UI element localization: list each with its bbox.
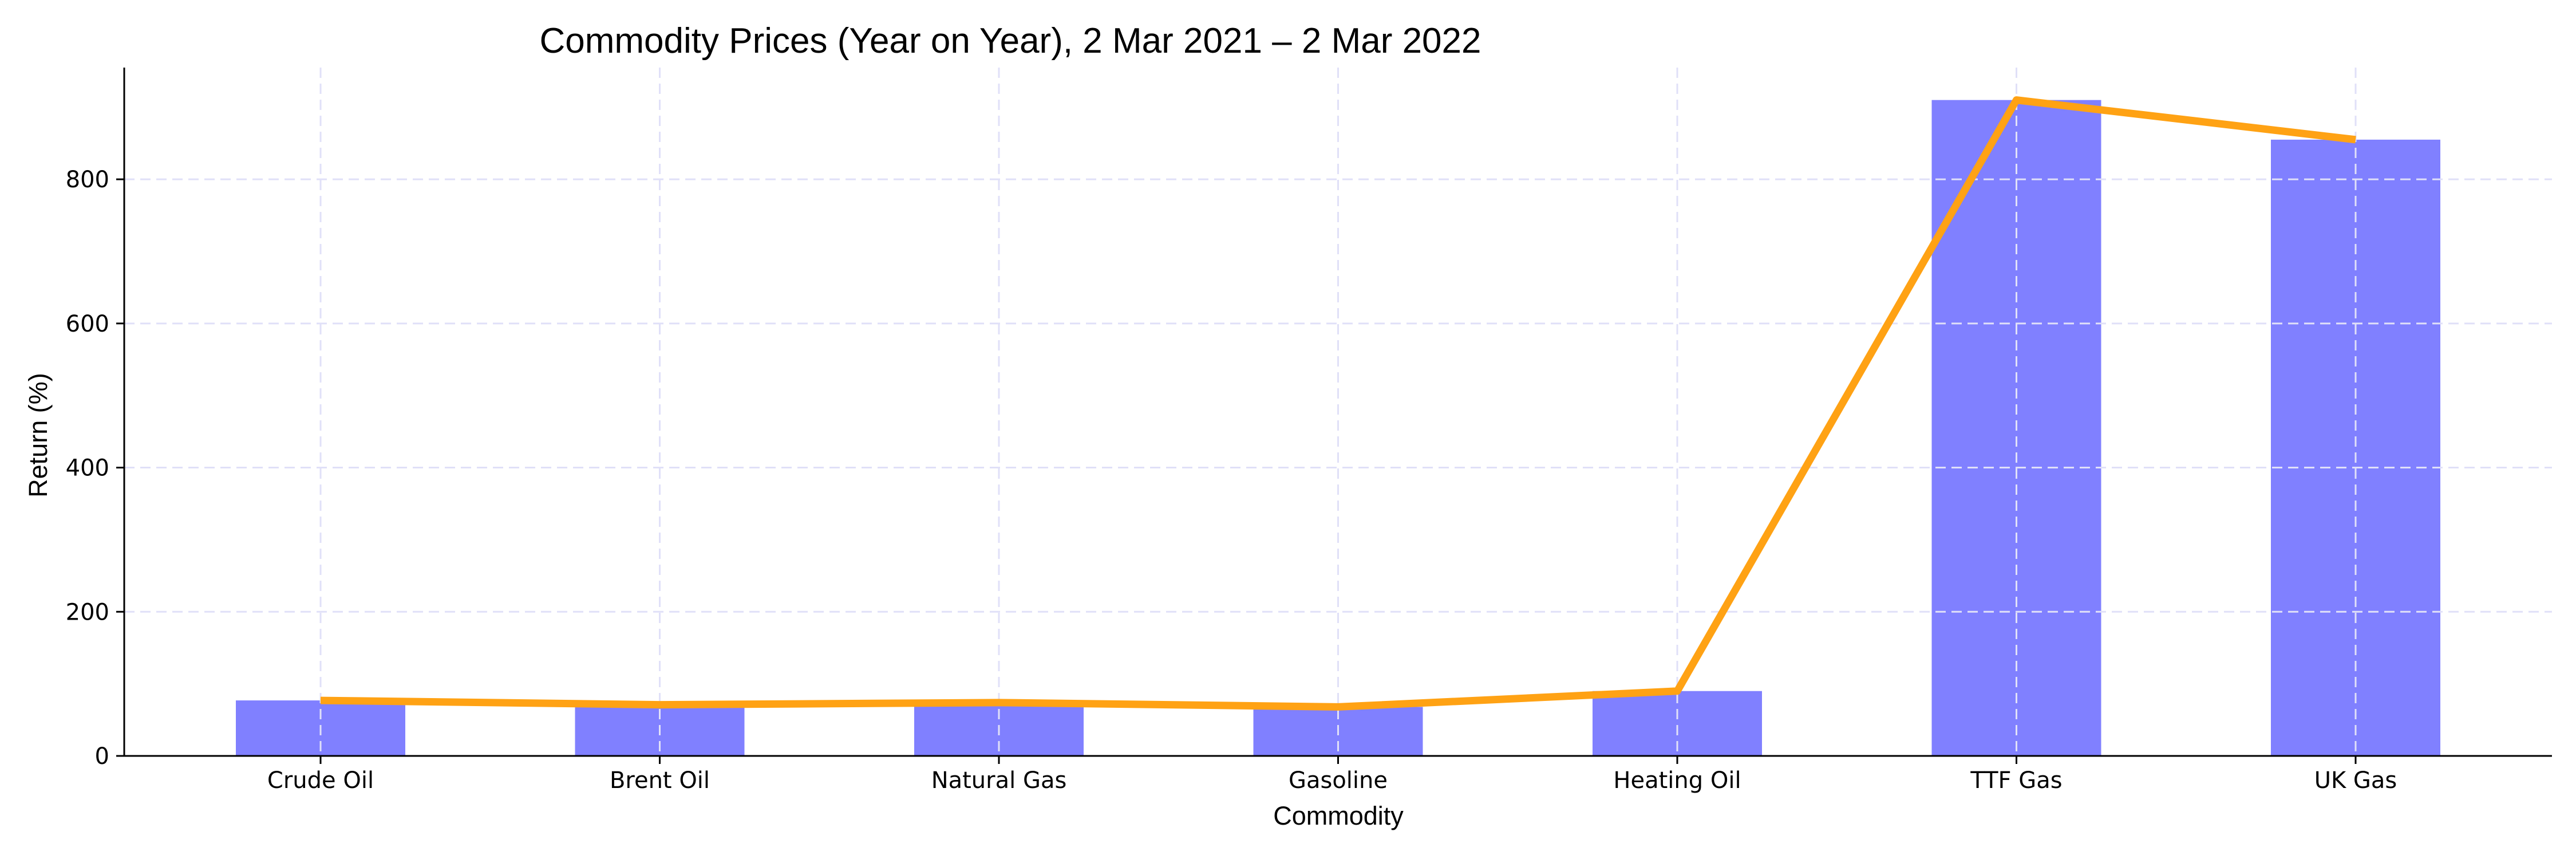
ticks: 0 200 400 600 800 Crude Oil Brent Oil Natural G… — [66, 167, 2397, 794]
line-series — [320, 96, 2356, 711]
grid — [124, 68, 2552, 756]
chart-title: Commodity Prices (Year on Year), 2 Mar 2… — [540, 21, 1481, 61]
y-tick-label: 0 — [95, 743, 109, 770]
series-line — [320, 96, 2356, 711]
x-tick-label: Crude Oil — [267, 767, 374, 794]
y-tick-label: 600 — [66, 311, 109, 337]
x-tick-label: Gasoline — [1289, 767, 1388, 794]
y-tick-label: 400 — [66, 455, 109, 482]
x-tick-label: Heating Oil — [1613, 767, 1741, 794]
x-tick-label: TTF Gas — [1970, 767, 2062, 794]
y-axis-label: Return (%) — [23, 373, 53, 498]
y-tick-label: 800 — [66, 167, 109, 193]
x-tick-label: Brent Oil — [610, 767, 710, 794]
x-tick-label: Natural Gas — [931, 767, 1067, 794]
x-tick-label: UK Gas — [2314, 767, 2397, 794]
x-axis-label: Commodity — [1273, 801, 1404, 830]
y-tick-label: 200 — [66, 599, 109, 625]
